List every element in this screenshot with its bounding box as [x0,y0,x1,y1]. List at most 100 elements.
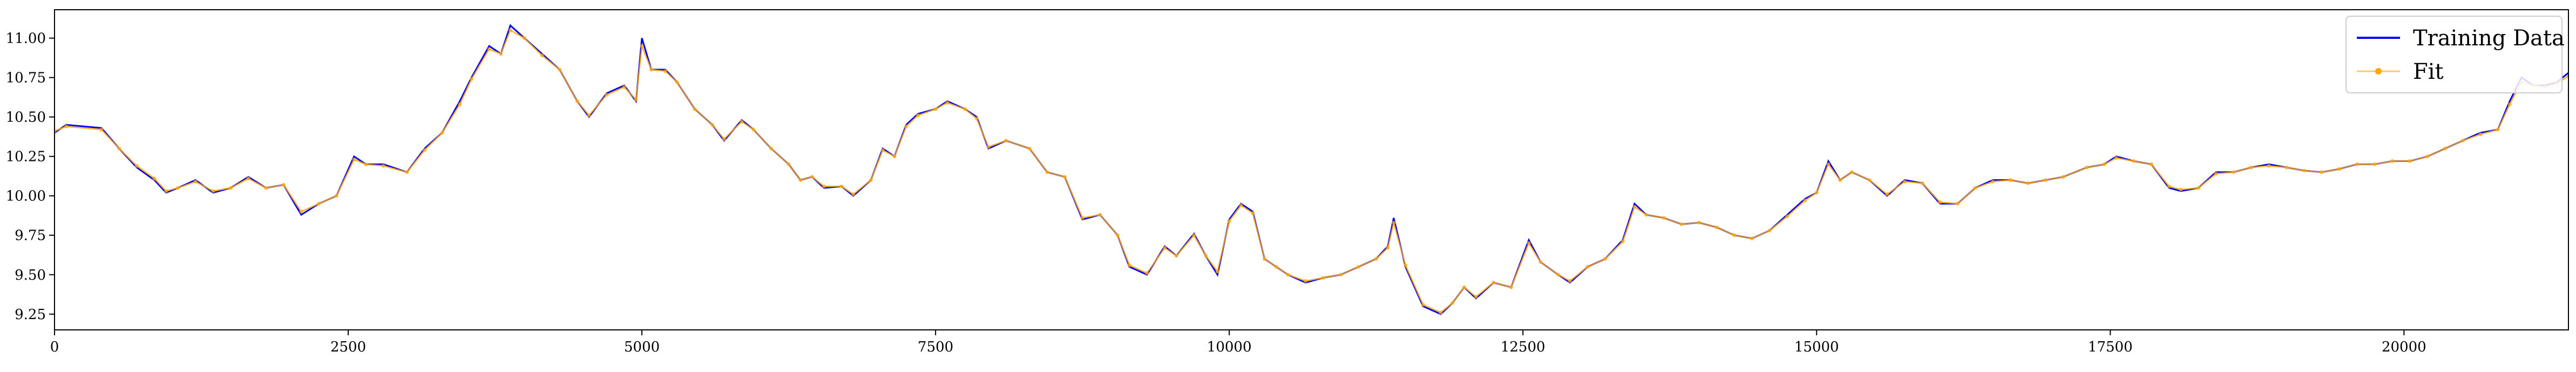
y-tick-label: 10.00 [6,188,46,205]
fit-point [787,162,791,166]
fit-point [2302,168,2306,173]
fit-point [1492,280,1496,285]
fit-point [1163,246,1167,250]
fit-point [246,177,250,181]
fit-point [2284,165,2289,170]
fit-point [1321,276,1325,280]
fit-point [176,186,180,190]
fit-point [2179,187,2183,192]
fit-point [1404,263,1408,267]
fit-point [1204,254,1208,258]
fit-point [334,194,338,198]
fit-point [916,113,920,118]
fit-point [798,178,803,182]
fit-point [2372,162,2377,166]
legend-box [2345,16,2563,93]
fit-point [1803,199,1807,202]
fit-point [1973,186,1977,190]
fit-point [1903,179,1907,184]
fit-point [2150,162,2153,166]
fit-point [487,47,491,51]
fit-point [1556,273,1560,277]
fit-point [1421,302,1425,307]
fit-point [1339,273,1343,277]
fit-point [1621,239,1625,244]
fit-point [317,201,321,206]
fit-point [440,131,444,135]
fit-point [1462,285,1466,289]
x-tick-label: 0 [50,339,59,355]
fit-point [722,137,726,141]
fit-point [1239,203,1243,207]
legend-marker-fit [2375,68,2382,75]
fit-point [2408,159,2412,163]
fit-point [640,44,644,48]
fit-point [575,99,579,103]
fit-point [1274,265,1278,269]
fit-point [769,146,773,151]
fit-point [2355,162,2359,166]
fit-point [693,107,697,111]
y-tick-label: 10.75 [6,70,46,86]
fit-point [1215,269,1219,274]
fit-point [1392,220,1396,225]
x-tick-label: 12500 [1501,339,1545,355]
legend-label-training-data: Training Data [2413,26,2565,51]
fit-point [869,178,873,182]
fit-point [1767,228,1772,233]
fit-point [117,146,121,151]
x-tick-label: 5000 [624,339,660,355]
fit-point [2061,175,2065,179]
fit-point [1115,233,1120,238]
fit-point [634,98,638,102]
fit-point [1826,162,1831,166]
fit-point [2197,186,2200,190]
plot-area [55,24,2568,315]
fit-point [1585,265,1590,269]
fit-point [605,93,609,97]
fit-point [1814,191,1819,195]
x-tick-label: 2500 [330,339,366,355]
fit-point [152,177,157,181]
fit-point [1568,279,1572,283]
fit-point [2267,164,2271,168]
fit-point [1098,213,1102,217]
fit-point [1027,146,1032,151]
fit-point [1080,216,1084,220]
fit-point [1850,170,1854,174]
fit-point [2085,165,2089,170]
fit-point [1145,271,1149,275]
fit-point [352,158,356,161]
fit-point [2496,127,2500,132]
fit-point [2114,156,2118,160]
fit-point [2132,159,2136,163]
fit-point [2320,170,2324,174]
fit-point [281,182,286,187]
fit-point [710,123,715,127]
fit-point [986,145,991,149]
fit-point [2214,172,2218,176]
fit-point [675,80,679,84]
fit-point [1439,310,1443,315]
fit-point [2167,184,2171,188]
y-tick-label: 11.00 [6,31,46,47]
fit-point [540,53,544,58]
fit-point [1192,233,1196,238]
fit-point [810,175,815,179]
fit-point [1920,181,1924,185]
fit-point [1885,192,1889,197]
fit-point [458,102,462,106]
y-tick-label: 9.50 [15,267,46,283]
fit-point [1679,222,1684,226]
fit-point [2507,102,2512,106]
fit-point [1867,178,1872,182]
fit-point [1063,175,1067,179]
fit-point [1263,257,1266,261]
fit-point [1227,219,1231,223]
legend: Training Data Fit [2345,16,2565,93]
fit-point [1938,200,1942,204]
fit-point [851,192,856,197]
fit-point [933,107,938,111]
fit-point [1838,178,1842,182]
